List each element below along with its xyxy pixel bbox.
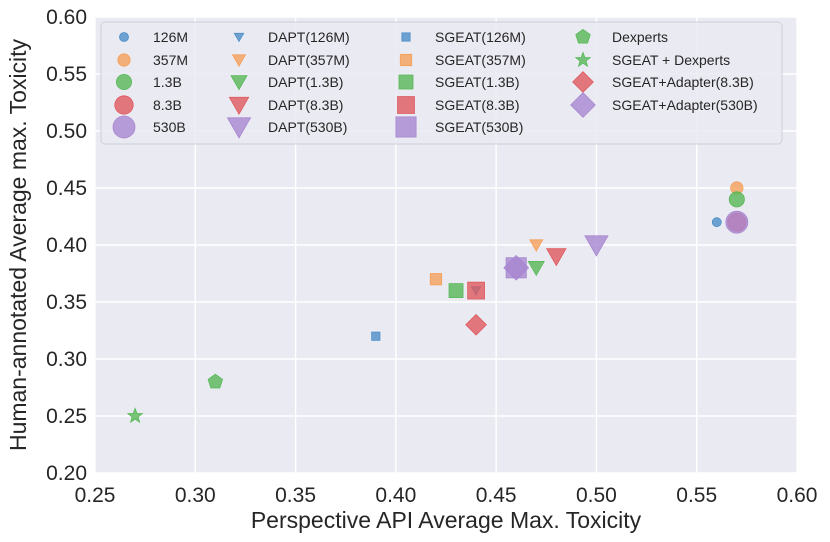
legend-marker-dapt-357m	[231, 54, 247, 67]
legend-marker-sgeat-357m	[399, 53, 413, 67]
legend-frame	[100, 21, 783, 145]
legend-marker-dapt-1-3b	[230, 75, 248, 91]
x-tick-labels: 0.25 0.30 0.35 0.40 0.45 0.50 0.55 0.60	[75, 484, 818, 507]
point-dexperts	[207, 373, 224, 389]
legend-label-dapt-530b: DAPT(530B)	[268, 119, 347, 135]
y-axis-label: Human-annotated Average max. Toxicity	[5, 38, 31, 451]
legend-label-sgeat-dexperts: SGEAT + Dexperts	[612, 52, 730, 68]
y-tick-label: 0.20	[46, 462, 87, 485]
legend-label-sgeat-357m: SGEAT(357M)	[435, 52, 526, 68]
legend-marker-sgeat-1-3b	[398, 74, 414, 90]
legend-label-530b: 530B	[153, 119, 186, 135]
x-tick-label: 0.35	[275, 484, 316, 507]
legend-marker-sgeat-126m	[401, 32, 411, 42]
x-tick-label: 0.40	[375, 484, 416, 507]
point-dapt-357m	[529, 239, 544, 252]
x-tick-label: 0.45	[476, 484, 517, 507]
data-points	[126, 181, 749, 424]
legend-label-sgeat-530b: SGEAT(530B)	[435, 119, 523, 135]
point-dapt-8-3b	[545, 248, 567, 267]
point-sgeat-1-3b	[448, 283, 464, 298]
legend-label-dexperts: Dexperts	[612, 29, 668, 45]
legend-label-dapt-357m: DAPT(357M)	[268, 52, 350, 68]
legend-marker-1-3b	[116, 74, 133, 91]
y-tick-label: 0.40	[46, 234, 87, 257]
legend-marker-dapt-530b	[226, 117, 252, 139]
point-1-3b	[728, 191, 745, 208]
legend-label-357m: 357M	[153, 52, 188, 68]
point-126m	[711, 217, 722, 228]
legend-marker-357m	[117, 53, 131, 67]
x-axis-label: Perspective API Average Max. Toxicity	[251, 507, 642, 533]
y-tick-label: 0.35	[46, 291, 87, 314]
legend-label-sgeat-1-3b: SGEAT(1.3B)	[435, 74, 520, 90]
legend-marker-sgeat-530b	[395, 116, 417, 138]
legend-label-sgeat-adapter-8-3b: SGEAT+Adapter(8.3B)	[612, 74, 754, 90]
point-sgeat-dexperts	[126, 407, 144, 424]
x-tick-label: 0.55	[676, 484, 717, 507]
y-tick-label: 0.60	[46, 6, 87, 29]
legend-label-126m: 126M	[153, 29, 188, 45]
point-sgeat-8-3b	[467, 281, 485, 300]
legend-marker-8-3b	[114, 95, 134, 115]
legend-label-sgeat-126m: SGEAT(126M)	[435, 29, 526, 45]
y-tick-label: 0.50	[46, 120, 87, 143]
legend-label-1-3b: 1.3B	[153, 74, 182, 90]
point-sgeat-126m	[371, 331, 381, 341]
point-sgeat-adapter-8-3b	[465, 313, 487, 336]
point-dapt-1-3b	[527, 261, 545, 277]
legend: 126M 357M 1.3B 8.3B 530B DAPT(126M) DAPT(357M)…	[100, 21, 783, 145]
y-tick-label: 0.30	[46, 348, 87, 371]
legend-label-8-3b: 8.3B	[153, 97, 182, 113]
point-dapt-530b	[584, 235, 609, 257]
y-tick-label: 0.55	[46, 63, 87, 86]
y-tick-labels: 0.20 0.25 0.30 0.35 0.40 0.45 0.50 0.55 0.60	[46, 6, 87, 485]
legend-marker-sgeat-dexperts	[574, 51, 592, 68]
legend-label-sgeat-adapter-530b: SGEAT+Adapter(530B)	[612, 97, 758, 113]
legend-label-dapt-8-3b: DAPT(8.3B)	[268, 97, 343, 113]
legend-marker-dapt-8-3b	[228, 96, 250, 115]
point-sgeat-adapter-530b	[503, 254, 530, 281]
x-tick-label: 0.25	[75, 484, 116, 507]
legend-label-dapt-1-3b: DAPT(1.3B)	[268, 74, 343, 90]
point-sgeat-357m	[429, 273, 443, 286]
legend-marker-dapt-126m	[233, 32, 245, 43]
point-530b	[725, 210, 749, 234]
legend-label-dapt-126m: DAPT(126M)	[268, 29, 350, 45]
legend-label-sgeat-8-3b: SGEAT(8.3B)	[435, 97, 520, 113]
legend-marker-126m	[119, 32, 129, 42]
y-tick-label: 0.45	[46, 177, 87, 200]
x-tick-label: 0.30	[175, 484, 216, 507]
legend-marker-530b	[112, 115, 136, 139]
legend-marker-sgeat-8-3b	[397, 96, 415, 114]
x-tick-label: 0.60	[777, 484, 818, 507]
legend-marker-sgeat-adapter-530b	[570, 92, 596, 118]
x-tick-label: 0.50	[576, 484, 617, 507]
legend-marker-dexperts	[575, 28, 591, 44]
y-tick-label: 0.25	[46, 405, 87, 428]
